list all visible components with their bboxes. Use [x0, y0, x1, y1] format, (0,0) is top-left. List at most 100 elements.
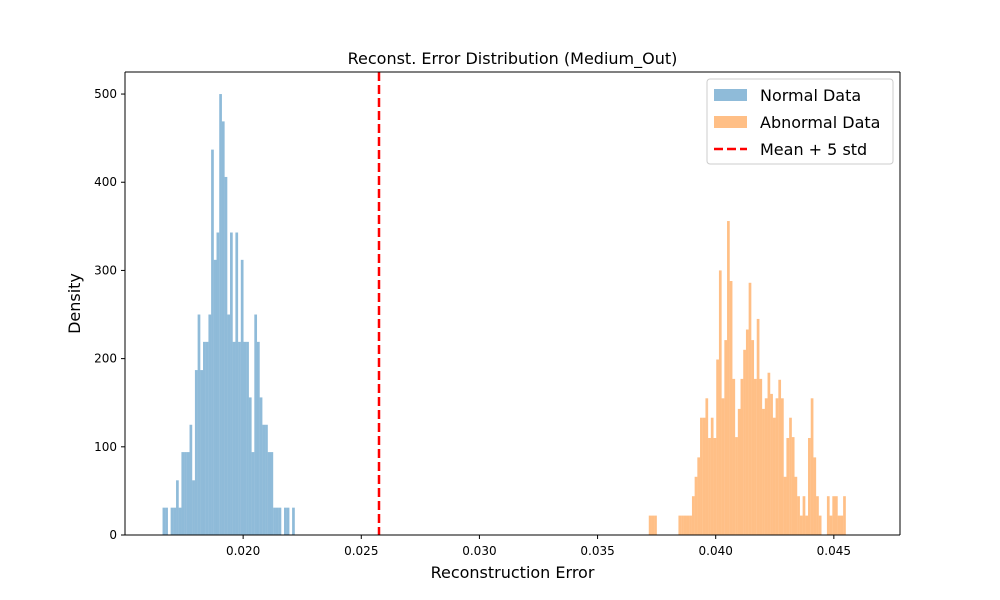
y-tick-label: 0	[109, 528, 117, 542]
abnormal-data-bar	[700, 417, 703, 535]
x-tick-label: 0.030	[462, 544, 496, 558]
normal-data-bar	[286, 507, 290, 535]
abnormal-data-bar	[840, 515, 844, 535]
legend-label-normal-data: Normal Data	[760, 86, 861, 105]
normal-data-bar	[240, 259, 244, 535]
normal-data-bar	[170, 507, 174, 535]
abnormal-data-bar	[713, 437, 717, 535]
abnormal-data-bar	[835, 496, 838, 535]
normal-data-bar	[176, 480, 179, 535]
axes	[124, 71, 901, 536]
abnormal-data-bar	[724, 340, 728, 535]
abnormal-data-bar	[702, 417, 706, 535]
legend-swatch-abnormal-data	[714, 116, 747, 128]
normal-data-bar	[189, 424, 193, 535]
normal-data-bar	[208, 314, 212, 535]
abnormal-data-bar	[697, 457, 701, 535]
normal-data-bar	[194, 370, 198, 535]
abnormal-data-bar	[791, 437, 795, 535]
histogram-bars	[162, 94, 846, 536]
x-tick-label: 0.045	[817, 544, 851, 558]
abnormal-data-bar	[837, 515, 841, 535]
y-tick-label: 400	[94, 175, 117, 189]
x-tick-label: 0.025	[344, 544, 378, 558]
legend-frame	[706, 78, 894, 165]
normal-data-bar	[186, 452, 190, 535]
abnormal-data-bar	[737, 408, 741, 535]
abnormal-data-bar	[818, 515, 822, 535]
abnormal-data-bar	[778, 379, 782, 535]
abnormal-data-bar	[743, 349, 746, 535]
normal-data-bar	[224, 176, 228, 535]
normal-data-bar	[165, 507, 168, 535]
normal-data-bar	[184, 452, 187, 535]
normal-data-bar	[270, 452, 274, 535]
abnormal-data-bar	[843, 496, 846, 535]
normal-data-bar	[181, 452, 185, 535]
abnormal-data-bar	[686, 515, 690, 535]
normal-data-bar	[257, 341, 260, 535]
normal-data-bar	[211, 149, 214, 536]
normal-data-bar	[213, 259, 217, 535]
legend-label-mean-5-std: Mean + 5 std	[760, 140, 867, 159]
abnormal-data-bar	[740, 378, 744, 535]
normal-data-bar	[243, 341, 247, 535]
normal-data-bar	[178, 507, 182, 535]
normal-data-bar	[192, 480, 195, 535]
x-tick-label: 0.040	[699, 544, 733, 558]
abnormal-data-bar	[748, 282, 752, 535]
abnormal-data-bar	[651, 515, 655, 535]
chart-title: Reconst. Error Distribution (Medium_Out)	[348, 49, 678, 69]
abnormal-data-bar	[810, 398, 814, 535]
abnormal-data-bar	[789, 417, 792, 535]
abnormal-data-bar	[816, 496, 819, 535]
normal-data-bar	[259, 397, 263, 535]
x-axis-label: Reconstruction Error	[431, 563, 595, 582]
normal-data-bar	[230, 232, 233, 535]
abnormal-data-bar	[805, 515, 809, 535]
normal-data-bar	[246, 341, 249, 535]
normal-data-bar	[267, 452, 271, 535]
abnormal-data-bar	[802, 496, 806, 535]
normal-data-bar	[251, 452, 255, 535]
abnormal-data-bar	[691, 496, 695, 535]
normal-data-bar	[203, 341, 206, 535]
normal-data-bar	[227, 314, 231, 535]
abnormal-data-bar	[786, 437, 790, 535]
abnormal-data-bar	[735, 437, 738, 535]
abnormal-data-bar	[759, 378, 763, 535]
abnormal-data-bar	[781, 398, 784, 535]
normal-data-bar	[200, 370, 204, 535]
abnormal-data-bar	[648, 515, 652, 535]
abnormal-data-bar	[678, 515, 682, 535]
abnormal-data-bar	[797, 496, 800, 535]
abnormal-data-bar	[681, 515, 684, 535]
normal-data-bar	[262, 424, 266, 535]
abnormal-data-bar	[683, 515, 687, 535]
normal-data-bar	[216, 232, 220, 535]
abnormal-data-bar	[808, 437, 811, 535]
normal-data-bar	[162, 507, 166, 535]
abnormal-data-bar	[764, 398, 768, 535]
abnormal-data-bar	[751, 340, 755, 535]
normal-data-bar	[278, 507, 282, 535]
y-axis-label: Density	[65, 273, 84, 334]
abnormal-data-bar	[694, 476, 698, 535]
abnormal-data-bar	[710, 417, 714, 535]
normal-data-bar	[248, 397, 252, 535]
abnormal-data-bar	[770, 393, 773, 535]
abnormal-data-bar	[794, 476, 798, 535]
abnormal-data-bar	[799, 515, 803, 535]
abnormal-data-bar	[775, 398, 779, 535]
abnormal-data-bar	[772, 417, 776, 535]
abnormal-data-bar	[756, 318, 760, 535]
abnormal-data-bar	[689, 515, 692, 535]
abnormal-data-bar	[716, 359, 719, 535]
normal-data-bar	[221, 121, 225, 535]
abnormal-data-bar	[729, 281, 733, 535]
abnormal-data-bar	[762, 408, 765, 535]
abnormal-data-bar	[832, 496, 836, 535]
normal-data-bar	[232, 341, 236, 535]
